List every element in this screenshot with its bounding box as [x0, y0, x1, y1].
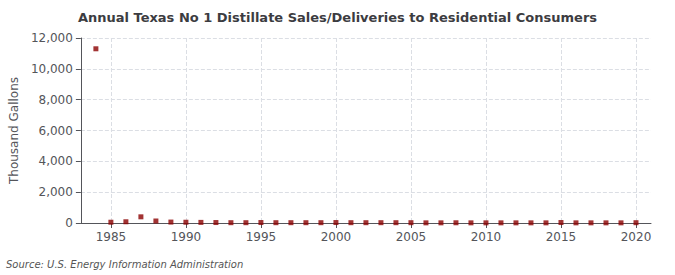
svg-text:2020: 2020: [621, 230, 652, 244]
svg-text:1995: 1995: [246, 230, 277, 244]
svg-text:1985: 1985: [96, 230, 127, 244]
svg-text:6,000: 6,000: [39, 124, 73, 138]
svg-text:4,000: 4,000: [39, 154, 73, 168]
svg-text:12,000: 12,000: [31, 31, 73, 45]
svg-text:2010: 2010: [471, 230, 502, 244]
svg-text:1990: 1990: [171, 230, 202, 244]
svg-text:Thousand Gallons: Thousand Gallons: [7, 77, 21, 185]
svg-text:2015: 2015: [546, 230, 577, 244]
svg-text:Source: U.S. Energy Informatio: Source: U.S. Energy Information Administ…: [6, 259, 243, 270]
svg-text:8,000: 8,000: [39, 93, 73, 107]
svg-text:0: 0: [65, 216, 73, 230]
svg-text:10,000: 10,000: [31, 62, 73, 76]
svg-text:Annual Texas No 1 Distillate S: Annual Texas No 1 Distillate Sales/Deliv…: [78, 10, 597, 25]
svg-text:2,000: 2,000: [39, 185, 73, 199]
svg-text:2005: 2005: [396, 230, 427, 244]
svg-text:2000: 2000: [321, 230, 352, 244]
